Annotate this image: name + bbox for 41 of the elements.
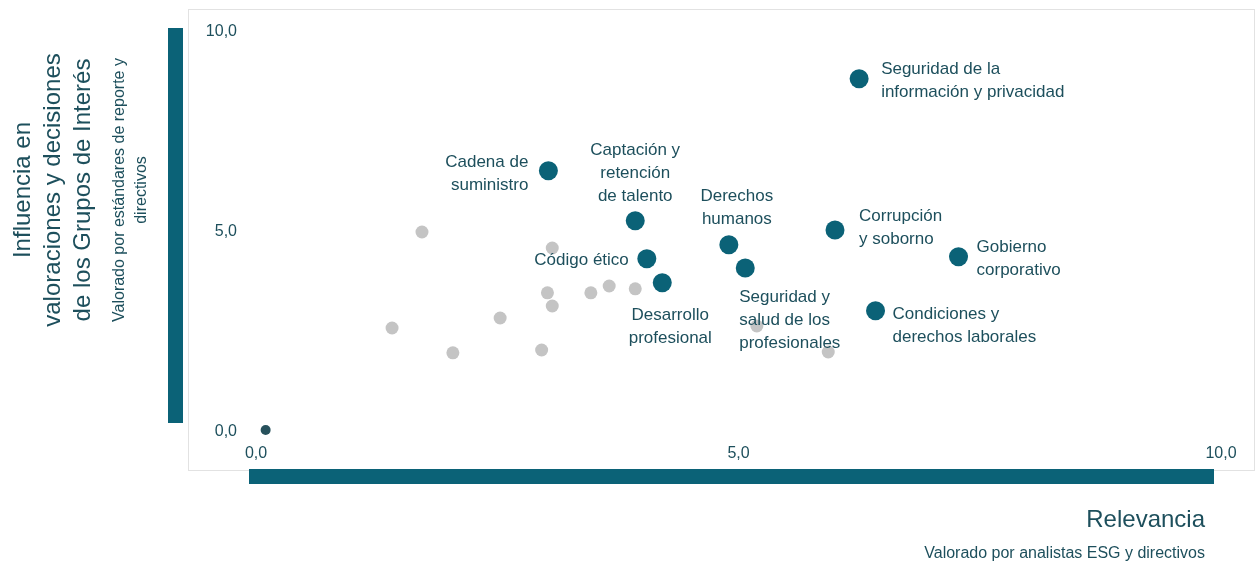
annotation: Captación y retención de talento <box>590 139 681 205</box>
point <box>535 343 549 357</box>
point <box>540 286 554 300</box>
point <box>446 346 460 360</box>
point <box>260 425 271 435</box>
text: Valorado por estándares de reporte y directivos <box>110 58 149 322</box>
point <box>866 301 886 321</box>
y-axis-title: Influencia en valoraciones y decisiones de los Grupos de Interés <box>8 53 95 327</box>
point <box>735 258 755 278</box>
point <box>385 321 399 335</box>
x-axis-title: Relevancia <box>1086 505 1206 532</box>
point <box>849 69 869 89</box>
point <box>719 235 739 255</box>
point <box>625 211 645 231</box>
point <box>493 311 507 325</box>
point <box>637 249 657 269</box>
y-tick-label: 0,0 <box>214 421 238 439</box>
annotation: Desarrollo profesional <box>628 304 712 347</box>
text: Valorado por analistas ESG y directivos <box>924 544 1205 561</box>
point <box>538 161 558 181</box>
point <box>652 273 672 293</box>
point <box>584 286 598 300</box>
annotation: Gobierno corporativo <box>976 236 1061 279</box>
annotation: Seguridad y salud de los profesionales <box>739 287 841 352</box>
x-tick-label: 0,0 <box>244 443 268 461</box>
point <box>628 282 642 296</box>
point <box>825 220 845 240</box>
annotation: Seguridad de la información y privacidad <box>881 58 1065 101</box>
point <box>949 247 969 267</box>
annotation: Derechos humanos <box>700 185 774 228</box>
annotation: Cadena de suministro <box>445 151 529 194</box>
x-tick-label: 5,0 <box>727 443 750 461</box>
annotation: Código ético <box>534 249 629 269</box>
annotation: Corrupción y soborno <box>859 206 943 248</box>
y-tick-label: 10,0 <box>205 21 238 39</box>
x-tick-label: 10,0 <box>1205 443 1237 461</box>
annotation: Condiciones y derechos laborales <box>892 303 1037 346</box>
point <box>545 299 559 313</box>
point <box>415 225 429 239</box>
point <box>602 279 616 293</box>
y-tick-label: 5,0 <box>214 221 238 239</box>
